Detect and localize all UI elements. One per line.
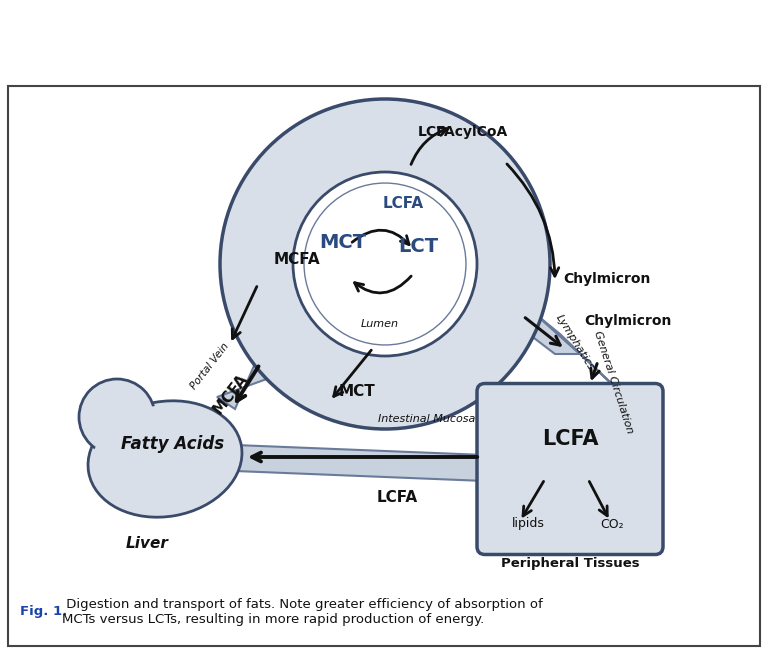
Text: Peripheral Tissues: Peripheral Tissues [501,557,639,570]
Circle shape [220,99,550,429]
Text: General Circulation: General Circulation [591,330,634,435]
Ellipse shape [88,401,242,517]
Polygon shape [513,312,580,354]
Text: Intestinal Mucosa: Intestinal Mucosa [379,414,475,424]
Text: Fatty Acids: Fatty Acids [121,435,224,453]
Text: Chylmicron: Chylmicron [563,272,650,286]
Polygon shape [533,312,638,409]
Text: LCFA: LCFA [377,489,418,504]
Polygon shape [217,359,275,409]
Text: Lymphatics: Lymphatics [554,313,596,371]
Polygon shape [235,445,485,481]
Text: CO₂: CO₂ [600,517,624,530]
Text: Chylmicron: Chylmicron [584,314,672,328]
Text: Lumen: Lumen [361,319,399,329]
Text: MCT: MCT [319,233,366,252]
Bar [8,86,760,646]
Text: MCFA: MCFA [210,371,250,417]
Text: MCFA: MCFA [273,252,320,266]
FancyBboxPatch shape [477,383,663,555]
Text: MCT: MCT [339,385,376,400]
Circle shape [79,379,155,455]
Text: Fig. 1.: Fig. 1. [20,606,68,619]
Circle shape [293,172,477,356]
Ellipse shape [91,404,239,513]
Text: LCFA: LCFA [382,196,424,211]
Text: LCT: LCT [398,237,438,256]
Text: Digestion and transport of fats. Note greater efficiency of absorption of
MCTs v: Digestion and transport of fats. Note gr… [62,598,543,626]
Text: Portal Vein: Portal Vein [189,341,231,391]
Text: Liver: Liver [125,536,168,551]
Circle shape [83,383,151,451]
Text: LCFAcylCoA: LCFAcylCoA [418,125,508,139]
Text: lipids: lipids [511,517,545,530]
Text: LCFA: LCFA [541,429,598,449]
